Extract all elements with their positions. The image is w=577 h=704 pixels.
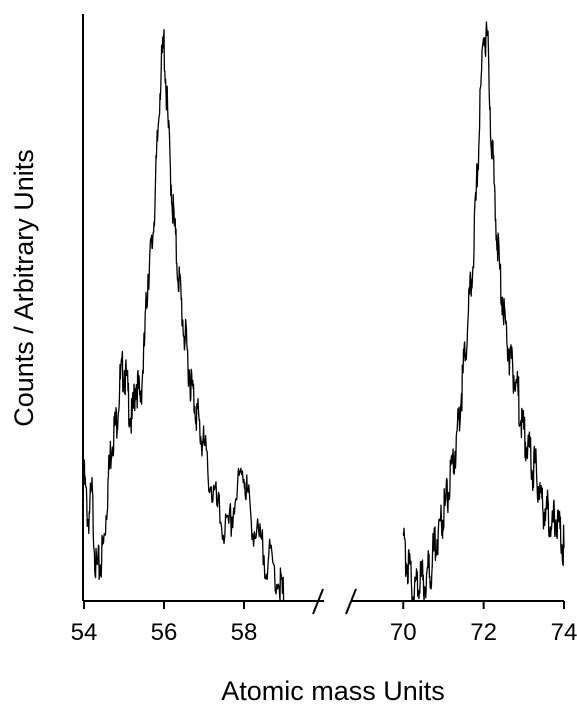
y-axis-title: Counts / Arbitrary Units (9, 149, 39, 427)
x-tick-label-72: 72 (470, 619, 497, 646)
x-tick-labels: 54 56 58 70 72 74 (71, 619, 577, 646)
series-line-2 (402, 21, 565, 602)
plot-lines (83, 21, 565, 602)
series-line-1 (83, 29, 285, 602)
x-tick-label-58: 58 (231, 619, 258, 646)
x-tick-label-56: 56 (151, 619, 178, 646)
axes (82, 14, 565, 615)
x-tick-label-54: 54 (71, 619, 98, 646)
x-axis-title: Atomic mass Units (221, 676, 445, 704)
axis-break-mark-right (345, 588, 357, 615)
axis-break-mark-left (312, 588, 324, 615)
x-tick-label-74: 74 (551, 619, 577, 646)
x-tick-label-70: 70 (390, 619, 417, 646)
